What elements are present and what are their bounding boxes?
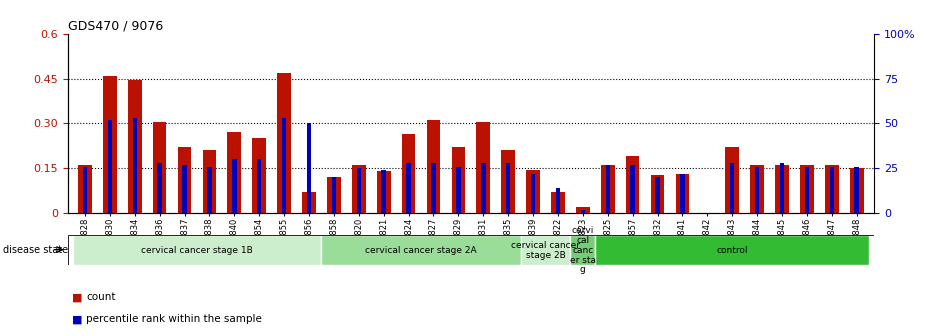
Bar: [257, 160, 262, 213]
Bar: [302, 193, 315, 213]
Bar: [203, 151, 216, 213]
Bar: [650, 175, 664, 213]
Bar: [153, 122, 166, 213]
Bar: [755, 167, 759, 213]
Bar: [322, 235, 521, 265]
Bar: [253, 138, 266, 213]
Bar: [571, 235, 596, 265]
Bar: [128, 80, 142, 213]
Bar: [376, 171, 390, 213]
Text: cervical cancer stage 1B: cervical cancer stage 1B: [142, 246, 253, 255]
Bar: [103, 76, 117, 213]
Bar: [825, 165, 839, 213]
Bar: [551, 193, 565, 213]
Bar: [631, 165, 635, 213]
Bar: [431, 163, 436, 213]
Bar: [327, 177, 340, 213]
Bar: [356, 168, 361, 213]
Bar: [830, 167, 834, 213]
Bar: [606, 165, 610, 213]
Bar: [596, 235, 870, 265]
Bar: [750, 165, 764, 213]
Bar: [850, 168, 864, 213]
Bar: [800, 165, 814, 213]
Bar: [626, 157, 639, 213]
Bar: [207, 167, 212, 213]
Text: percentile rank within the sample: percentile rank within the sample: [86, 314, 262, 324]
Text: disease state: disease state: [3, 245, 68, 255]
Text: count: count: [86, 292, 116, 302]
Bar: [332, 177, 336, 213]
Bar: [855, 167, 859, 213]
Text: cervical cancer
stage 2B: cervical cancer stage 2B: [511, 241, 580, 260]
Bar: [456, 167, 461, 213]
Bar: [725, 148, 739, 213]
Bar: [531, 174, 536, 213]
Bar: [556, 188, 561, 213]
Bar: [278, 73, 291, 213]
Bar: [232, 160, 237, 213]
Bar: [406, 163, 411, 213]
Bar: [282, 118, 287, 213]
Text: cervical cancer stage 2A: cervical cancer stage 2A: [365, 246, 477, 255]
Bar: [107, 120, 112, 213]
Text: ■: ■: [72, 292, 82, 302]
Bar: [228, 132, 241, 213]
Bar: [481, 163, 486, 213]
Bar: [132, 118, 137, 213]
Bar: [775, 165, 789, 213]
Bar: [82, 167, 87, 213]
Bar: [426, 121, 440, 213]
Bar: [78, 165, 92, 213]
Bar: [526, 170, 540, 213]
Bar: [451, 148, 465, 213]
Bar: [521, 235, 571, 265]
Bar: [730, 163, 734, 213]
Bar: [506, 163, 511, 213]
Bar: [655, 177, 660, 213]
Bar: [178, 148, 191, 213]
Bar: [182, 165, 187, 213]
Bar: [352, 165, 365, 213]
Text: control: control: [717, 246, 748, 255]
Bar: [72, 235, 322, 265]
Bar: [401, 134, 415, 213]
Bar: [307, 123, 311, 213]
Text: cervi
cal
canc
er sta
g: cervi cal canc er sta g: [570, 226, 596, 274]
Bar: [157, 163, 162, 213]
Bar: [576, 207, 590, 213]
Bar: [680, 174, 684, 213]
Bar: [581, 210, 586, 213]
Bar: [805, 167, 809, 213]
Bar: [501, 151, 515, 213]
Bar: [476, 122, 490, 213]
Bar: [675, 174, 689, 213]
Bar: [601, 165, 614, 213]
Text: GDS470 / 9076: GDS470 / 9076: [68, 19, 163, 33]
Bar: [381, 170, 386, 213]
Bar: [780, 163, 784, 213]
Text: ■: ■: [72, 314, 82, 324]
